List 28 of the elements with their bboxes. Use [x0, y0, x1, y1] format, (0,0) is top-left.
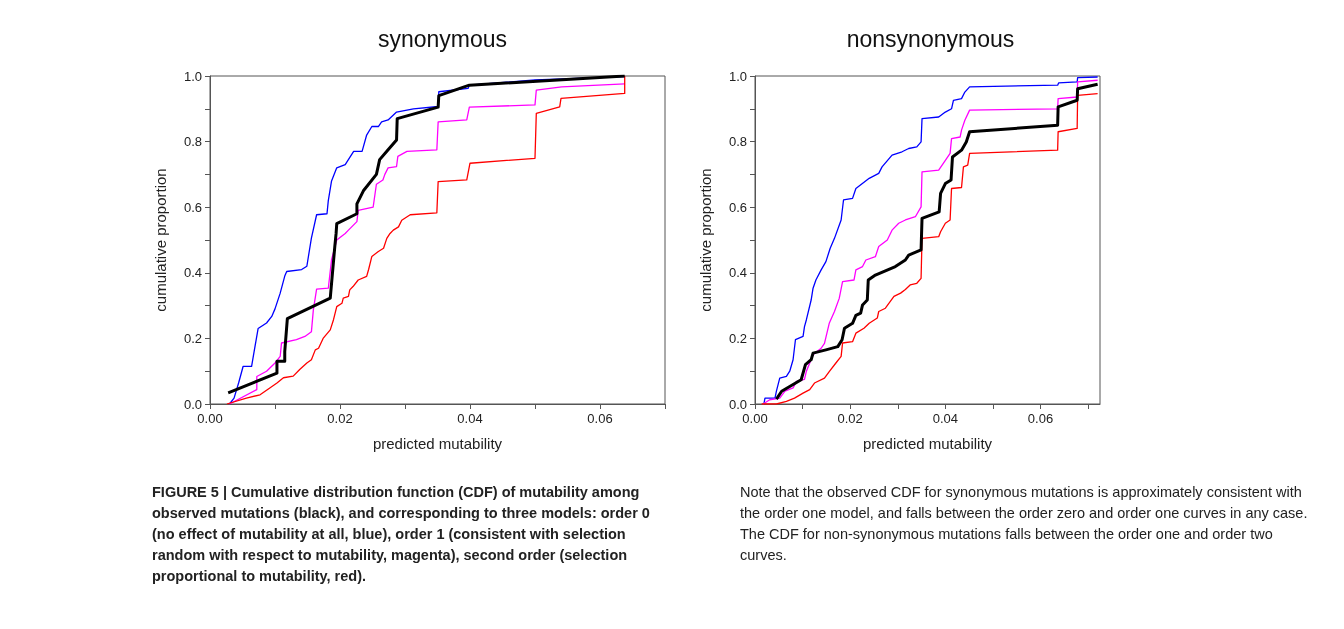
y-tick-label: 1.0	[183, 68, 202, 84]
y-axis-title: cumulative proportion	[152, 168, 169, 312]
x-tick-label: 0.00	[742, 411, 768, 426]
x-tick-label: 0.06	[1027, 411, 1054, 426]
y-tick-label: 0.4	[183, 265, 202, 281]
y-tick-label: 0.2	[728, 330, 747, 346]
y-tick-label: 1.0	[728, 68, 747, 84]
y-tick-label: 0.2	[183, 330, 202, 346]
y-tick-label: 0.8	[728, 134, 747, 150]
x-tick-label: 0.02	[327, 411, 353, 426]
y-tick-label: 0.6	[183, 199, 202, 215]
y-tick-label: 0.8	[183, 134, 202, 150]
y-tick-label: 0.0	[183, 396, 202, 412]
chart-title: synonymous	[377, 25, 508, 52]
caption: FIGURE 5 | Cumulative distribution function (CDF) of mutability among observed mutations (black), and corresponding to three models: order 0 (no effect of mutability at all, blue), order 1 (consistent with selection random with respect to mutability, magenta), second order (selection proportional to mutability, red).	[152, 483, 651, 586]
x-tick-label: 0.04	[457, 411, 483, 426]
x-tick-label: 0.02	[837, 411, 863, 426]
x-tick-label: 0.06	[587, 411, 613, 426]
x-axis-title: predicted mutability	[372, 435, 503, 452]
x-tick-label: 0.00	[197, 411, 223, 426]
chart-title: nonsynonymous	[846, 25, 1015, 52]
x-tick-label: 0.04	[932, 411, 958, 426]
y-tick-label: 0.6	[728, 199, 747, 215]
x-axis-title: predicted mutability	[862, 435, 993, 452]
text: Note that the observed CDF for synonymous mutations is approximately consistent with the order one model, and falls between the order zero and order one curves in any case. The CDF for non-synonymous mutations falls between the order one and order two curves.	[740, 483, 1309, 565]
y-axis-title: cumulative proportion	[697, 168, 714, 312]
y-tick-label: 0.4	[728, 265, 747, 281]
y-tick-label: 0.0	[728, 396, 747, 412]
